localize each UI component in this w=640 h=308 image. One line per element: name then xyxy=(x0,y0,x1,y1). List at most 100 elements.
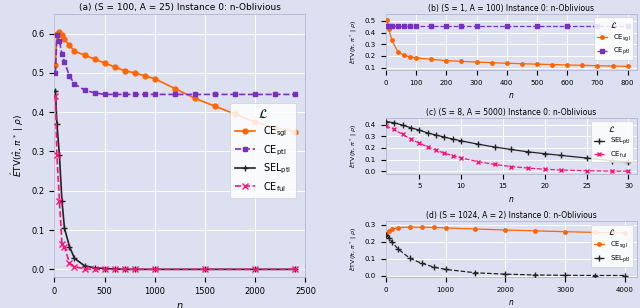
SEL$_{\mathsf{ptl}}$ xyxy=(442,268,449,271)
CE$_{\mathsf{sgl}}$ xyxy=(121,69,129,73)
CE$_{\mathsf{sgl}}$ xyxy=(383,18,391,22)
CE$_{\mathsf{ptl}}$ xyxy=(211,93,219,96)
CE$_{\mathsf{ptl}}$ xyxy=(388,24,396,28)
SEL$_{\mathsf{ptl}}$ xyxy=(457,139,465,143)
SEL$_{\mathsf{ptl}}$ xyxy=(52,89,60,92)
SEL$_{\mathsf{ptl}}$ xyxy=(424,131,431,135)
CE$_{\mathsf{sgl}}$ xyxy=(428,58,435,61)
Line: CE$_{\mathsf{ful}}$: CE$_{\mathsf{ful}}$ xyxy=(52,94,298,272)
CE$_{\mathsf{ful}}$ xyxy=(70,265,78,269)
CE$_{\mathsf{ptl}}$ xyxy=(271,93,279,96)
CE$_{\mathsf{sgl}}$ xyxy=(579,63,586,67)
SEL$_{\mathsf{ptl}}$ xyxy=(407,126,415,130)
CE$_{\mathsf{ptl}}$ xyxy=(52,71,60,75)
CE$_{\mathsf{ptl}}$ xyxy=(53,34,61,37)
SEL$_{\mathsf{ptl}}$ xyxy=(292,267,300,271)
CE$_{\mathsf{ful}}$ xyxy=(66,261,74,265)
CE$_{\mathsf{sgl}}$ xyxy=(624,65,632,68)
SEL$_{\mathsf{ptl}}$ xyxy=(111,267,118,271)
CE$_{\mathsf{ptl}}$ xyxy=(56,39,63,43)
CE$_{\mathsf{ful}}$ xyxy=(583,169,591,172)
CE$_{\mathsf{sgl}}$ xyxy=(388,228,396,231)
SEL$_{\mathsf{ptl}}$ xyxy=(91,266,99,270)
CE$_{\mathsf{ful}}$ xyxy=(151,267,159,271)
CE$_{\mathsf{ful}}$ xyxy=(53,153,61,157)
CE$_{\mathsf{sgl}}$ xyxy=(151,77,159,81)
CE$_{\mathsf{sgl}}$ xyxy=(400,54,408,57)
SEL$_{\mathsf{ptl}}$ xyxy=(541,152,548,156)
CE$_{\mathsf{ful}}$ xyxy=(440,151,448,155)
CE$_{\mathsf{ptl}}$ xyxy=(111,93,118,96)
CE$_{\mathsf{sgl}}$ xyxy=(531,229,539,233)
CE$_{\mathsf{sgl}}$ xyxy=(429,225,437,229)
SEL$_{\mathsf{ptl}}$ xyxy=(561,274,569,277)
Line: SEL$_{\mathsf{ptl}}$: SEL$_{\mathsf{ptl}}$ xyxy=(52,87,299,273)
CE$_{\mathsf{ptl}}$ xyxy=(171,93,179,96)
X-axis label: n: n xyxy=(509,298,514,307)
SEL$_{\mathsf{ptl}}$ xyxy=(429,265,437,269)
CE$_{\mathsf{sgl}}$ xyxy=(394,50,402,54)
CE$_{\mathsf{ful}}$ xyxy=(58,242,66,246)
SEL$_{\mathsf{ptl}}$ xyxy=(531,273,539,277)
CE$_{\mathsf{sgl}}$ xyxy=(502,228,509,232)
X-axis label: n: n xyxy=(509,195,514,204)
CE$_{\mathsf{sgl}}$ xyxy=(594,64,602,67)
Line: CE$_{\mathsf{ful}}$: CE$_{\mathsf{ful}}$ xyxy=(384,124,630,173)
CE$_{\mathsf{ptl}}$ xyxy=(406,24,414,28)
Y-axis label: $\acute{E}$TV($\hat{\pi}$, $\pi^*$ | $\rho$): $\acute{E}$TV($\hat{\pi}$, $\pi^*$ | $\r… xyxy=(9,114,26,177)
CE$_{\mathsf{sgl}}$ xyxy=(442,59,450,63)
CE$_{\mathsf{sgl}}$ xyxy=(442,226,449,230)
SEL$_{\mathsf{ptl}}$ xyxy=(621,274,628,277)
Line: CE$_{\mathsf{sgl}}$: CE$_{\mathsf{sgl}}$ xyxy=(385,18,630,68)
SEL$_{\mathsf{ptl}}$ xyxy=(53,122,61,126)
CE$_{\mathsf{sgl}}$ xyxy=(131,71,139,75)
CE$_{\mathsf{ptl}}$ xyxy=(292,93,300,96)
CE$_{\mathsf{sgl}}$ xyxy=(171,87,179,90)
CE$_{\mathsf{ptl}}$ xyxy=(141,93,148,96)
SEL$_{\mathsf{ptl}}$ xyxy=(472,271,479,275)
CE$_{\mathsf{ptl}}$ xyxy=(624,24,632,28)
CE$_{\mathsf{sgl}}$ xyxy=(609,64,616,68)
CE$_{\mathsf{ptl}}$ xyxy=(231,93,239,96)
SEL$_{\mathsf{ptl}}$ xyxy=(608,159,616,163)
CE$_{\mathsf{ptl}}$ xyxy=(81,88,88,92)
CE$_{\mathsf{ful}}$ xyxy=(508,165,515,168)
CE$_{\mathsf{ptl}}$ xyxy=(61,60,68,64)
CE$_{\mathsf{ptl}}$ xyxy=(66,74,74,78)
CE$_{\mathsf{sgl}}$ xyxy=(383,232,390,236)
CE$_{\mathsf{ful}}$ xyxy=(457,156,465,160)
CE$_{\mathsf{sgl}}$ xyxy=(533,62,541,66)
Legend: CE$_{\mathsf{sgl}}$, CE$_{\mathsf{ptl}}$: CE$_{\mathsf{sgl}}$, CE$_{\mathsf{ptl}}$ xyxy=(594,17,634,60)
CE$_{\mathsf{ful}}$ xyxy=(399,132,406,136)
SEL$_{\mathsf{ptl}}$ xyxy=(385,236,392,240)
CE$_{\mathsf{sgl}}$ xyxy=(292,130,300,134)
SEL$_{\mathsf{ptl}}$ xyxy=(432,133,440,137)
SEL$_{\mathsf{ptl}}$ xyxy=(100,267,108,270)
CE$_{\mathsf{ful}}$ xyxy=(557,168,565,172)
SEL$_{\mathsf{ptl}}$ xyxy=(131,267,139,271)
SEL$_{\mathsf{ptl}}$ xyxy=(66,245,74,248)
SEL$_{\mathsf{ptl}}$ xyxy=(70,257,78,260)
CE$_{\mathsf{sgl}}$ xyxy=(591,230,599,234)
CE$_{\mathsf{ptl}}$ xyxy=(563,24,571,28)
CE$_{\mathsf{ful}}$ xyxy=(81,267,88,271)
Y-axis label: $\acute{E}$TV($\hat{\pi}$, $\pi^*$ | $\rho$): $\acute{E}$TV($\hat{\pi}$, $\pi^*$ | $\r… xyxy=(348,20,359,64)
CE$_{\mathsf{sgl}}$ xyxy=(621,231,628,235)
CE$_{\mathsf{ptl}}$ xyxy=(503,24,511,28)
CE$_{\mathsf{sgl}}$ xyxy=(548,63,556,66)
CE$_{\mathsf{sgl}}$ xyxy=(61,38,68,41)
Legend: CE$_{\mathsf{sgl}}$, SEL$_{\mathsf{ptl}}$: CE$_{\mathsf{sgl}}$, SEL$_{\mathsf{ptl}}… xyxy=(591,225,634,267)
CE$_{\mathsf{sgl}}$ xyxy=(252,120,259,124)
CE$_{\mathsf{ful}}$ xyxy=(61,245,68,248)
SEL$_{\mathsf{ptl}}$ xyxy=(394,247,401,250)
CE$_{\mathsf{ful}}$ xyxy=(91,267,99,271)
Title: (c) (S = 8, A = 5000) Instance 0: n-Oblivious: (c) (S = 8, A = 5000) Instance 0: n-Obli… xyxy=(426,108,596,117)
CE$_{\mathsf{ptl}}$ xyxy=(91,91,99,95)
CE$_{\mathsf{sgl}}$ xyxy=(458,59,465,63)
Title: (d) (S = 1024, A = 2) Instance 0: n-Oblivious: (d) (S = 1024, A = 2) Instance 0: n-Obli… xyxy=(426,211,596,221)
CE$_{\mathsf{ptl}}$ xyxy=(191,93,199,96)
CE$_{\mathsf{sgl}}$ xyxy=(412,56,420,60)
SEL$_{\mathsf{ptl}}$ xyxy=(502,272,509,276)
CE$_{\mathsf{sgl}}$ xyxy=(388,38,396,42)
CE$_{\mathsf{sgl}}$ xyxy=(141,74,148,78)
